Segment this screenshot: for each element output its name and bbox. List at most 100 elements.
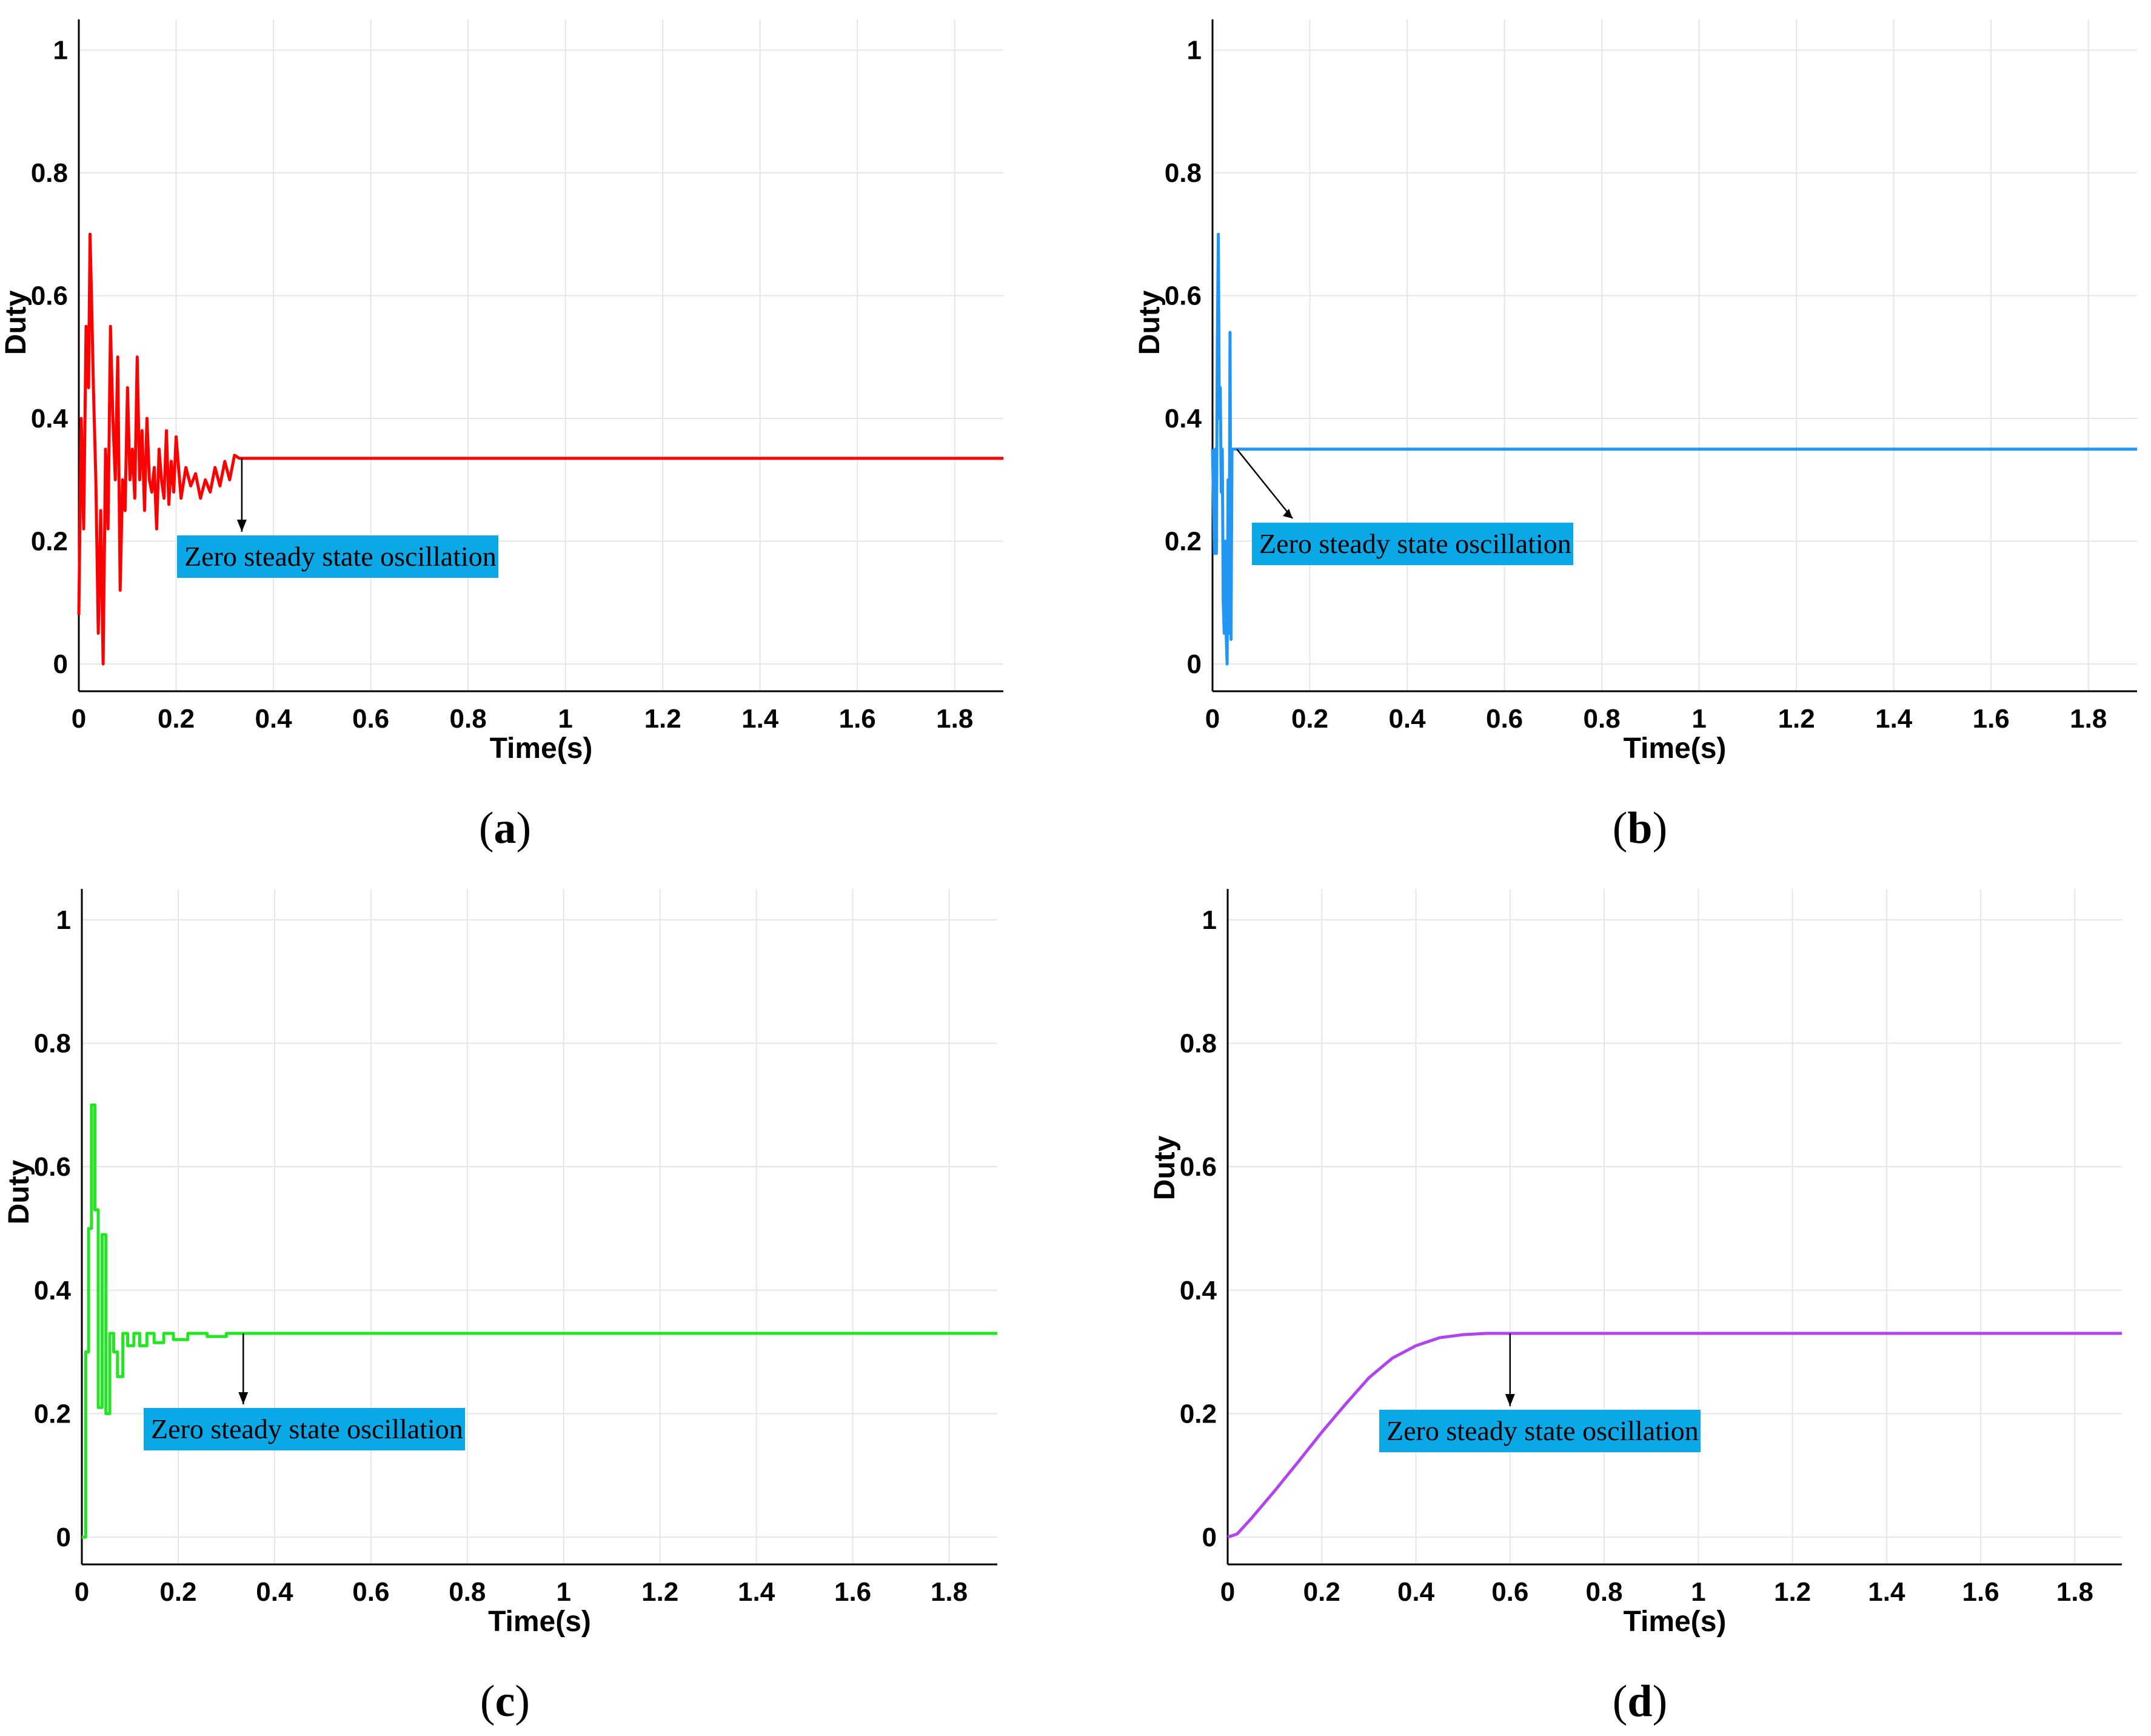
x-tick-label: 1.2 bbox=[1774, 1577, 1811, 1607]
y-tick-label: 0.4 bbox=[1165, 404, 1202, 434]
x-tick-label: 0 bbox=[72, 704, 86, 734]
y-tick-label: 0.2 bbox=[31, 527, 68, 557]
x-tick-label: 0.4 bbox=[255, 704, 292, 734]
grid bbox=[1212, 19, 2137, 691]
x-tick-label: 1.8 bbox=[2056, 1577, 2093, 1607]
series-line bbox=[77, 232, 1003, 666]
y-tick-label: 1 bbox=[53, 36, 68, 65]
x-tick-label: 0.2 bbox=[1291, 704, 1328, 734]
annotation-arrowhead bbox=[238, 1392, 249, 1404]
caption-open-paren: ( bbox=[1613, 803, 1628, 853]
x-tick-label: 1.6 bbox=[834, 1577, 871, 1607]
caption-close-paren: ) bbox=[1653, 803, 1668, 853]
x-tick-label: 0.4 bbox=[1388, 704, 1426, 734]
caption-close-paren: ) bbox=[515, 1677, 530, 1726]
callout-text: Zero steady state oscillation bbox=[1259, 528, 1571, 559]
y-tick-label: 0.2 bbox=[34, 1399, 71, 1429]
grid bbox=[1227, 889, 2122, 1564]
x-tick-label: 1.4 bbox=[1868, 1577, 1905, 1607]
caption-letter: a bbox=[494, 803, 517, 853]
x-tick-label: 1.6 bbox=[1962, 1577, 1999, 1607]
caption-close-paren: ) bbox=[1653, 1677, 1668, 1726]
annotation-arrowhead bbox=[236, 520, 247, 532]
x-tick-label: 0.8 bbox=[1584, 704, 1621, 734]
annotation-arrow bbox=[1236, 448, 1293, 519]
x-tick-label: 0.4 bbox=[256, 1577, 293, 1607]
callout-box bbox=[177, 535, 498, 578]
y-tick-label: 0 bbox=[1202, 1523, 1217, 1552]
x-tick-label: 1.6 bbox=[1973, 704, 2010, 734]
x-tick-label: 0 bbox=[1220, 1577, 1235, 1607]
x-tick-label: 1.8 bbox=[936, 704, 973, 734]
caption-letter: b bbox=[1627, 803, 1652, 853]
x-tick-label: 0.2 bbox=[158, 704, 195, 734]
x-tick-label: 1.4 bbox=[741, 704, 779, 734]
x-axis-label: Time(s) bbox=[1624, 732, 1727, 765]
x-tick-label: 0.2 bbox=[1303, 1577, 1340, 1607]
x-tick-label: 1.6 bbox=[839, 704, 876, 734]
x-tick-label: 0.4 bbox=[1397, 1577, 1435, 1607]
panel-caption: (c) bbox=[480, 1677, 530, 1726]
x-tick-label: 1.8 bbox=[931, 1577, 968, 1607]
panel-caption: (a) bbox=[479, 803, 531, 853]
x-axis-label: Time(s) bbox=[488, 1606, 591, 1638]
panel-d: 0 0.2 0.4 0.6 0.8 1 1.2 1.4 1.6 1.8 0 0.2 0.4 0.6 0.8 1… bbox=[1149, 889, 2122, 1726]
grid bbox=[78, 19, 1003, 691]
y-tick-label: 0.6 bbox=[1180, 1152, 1217, 1182]
y-tick-label: 1 bbox=[1202, 905, 1217, 935]
callout-box bbox=[1379, 1410, 1701, 1452]
y-axis-label: Duty bbox=[1134, 290, 1166, 355]
caption-letter: c bbox=[495, 1677, 515, 1726]
y-tick-label: 1 bbox=[1187, 36, 1202, 65]
panel-caption: (b) bbox=[1613, 803, 1667, 853]
x-tick-label: 0 bbox=[1205, 704, 1220, 734]
y-tick-label: 0.8 bbox=[34, 1029, 71, 1059]
x-tick-label: 1 bbox=[1691, 704, 1706, 734]
panel-c: 0 0.2 0.4 0.6 0.8 1 1.2 1.4 1.6 1.8 0 0.2 0.4 0.6 0.8 1… bbox=[3, 889, 997, 1726]
x-axis-label: Time(s) bbox=[1624, 1606, 1727, 1638]
x-tick-label: 0.6 bbox=[1491, 1577, 1528, 1607]
y-tick-label: 0.4 bbox=[31, 404, 69, 434]
y-tick-label: 0.8 bbox=[31, 158, 68, 188]
annotation-arrowhead bbox=[1283, 509, 1293, 518]
callout-box bbox=[1252, 523, 1573, 565]
series-line bbox=[1211, 232, 2137, 666]
y-tick-label: 0.2 bbox=[1180, 1399, 1217, 1429]
caption-open-paren: ( bbox=[480, 1677, 495, 1726]
panel-b: 0 0.2 0.4 0.6 0.8 1 1.2 1.4 1.6 1.8 0 0.2 0.4 0.6 0.8 1… bbox=[1134, 19, 2137, 853]
x-tick-label: 1 bbox=[556, 1577, 570, 1607]
y-tick-label: 0 bbox=[53, 649, 68, 679]
panel-a: 0 0.2 0.4 0.6 0.8 1 1.2 1.4 1.6 1.8 0 0.2 0.4 0.6 0.8 1… bbox=[0, 19, 1003, 853]
y-tick-label: 0.4 bbox=[34, 1276, 72, 1305]
y-tick-label: 0.4 bbox=[1180, 1276, 1217, 1305]
y-tick-label: 0.8 bbox=[1180, 1029, 1217, 1059]
x-tick-label: 0.8 bbox=[449, 1577, 486, 1607]
y-tick-label: 0.6 bbox=[34, 1152, 71, 1182]
y-tick-label: 0 bbox=[56, 1523, 71, 1552]
y-axis-label: Duty bbox=[3, 1159, 35, 1224]
callout-text: Zero steady state oscillation bbox=[151, 1413, 463, 1444]
x-tick-label: 0.6 bbox=[352, 704, 389, 734]
y-tick-label: 0.6 bbox=[1165, 281, 1202, 311]
y-axis-label: Duty bbox=[0, 290, 32, 355]
x-tick-label: 1.8 bbox=[2070, 704, 2107, 734]
series-line bbox=[1227, 1332, 2122, 1539]
y-axis-label: Duty bbox=[1149, 1135, 1181, 1200]
callout-box bbox=[144, 1408, 465, 1450]
caption-close-paren: ) bbox=[517, 803, 532, 853]
grid bbox=[81, 889, 997, 1564]
caption-letter: d bbox=[1627, 1677, 1652, 1726]
y-tick-label: 0.2 bbox=[1165, 527, 1202, 557]
callout-text: Zero steady state oscillation bbox=[1387, 1415, 1699, 1446]
x-axis-label: Time(s) bbox=[490, 732, 593, 765]
y-tick-label: 0.8 bbox=[1165, 158, 1202, 188]
x-tick-label: 0.6 bbox=[1486, 704, 1523, 734]
x-tick-label: 0.2 bbox=[159, 1577, 196, 1607]
series-line bbox=[82, 1103, 997, 1539]
caption-open-paren: ( bbox=[1613, 1677, 1628, 1726]
y-tick-label: 1 bbox=[56, 905, 71, 935]
x-tick-label: 0 bbox=[75, 1577, 89, 1607]
x-tick-label: 0.6 bbox=[352, 1577, 389, 1607]
x-tick-label: 1.2 bbox=[644, 704, 681, 734]
